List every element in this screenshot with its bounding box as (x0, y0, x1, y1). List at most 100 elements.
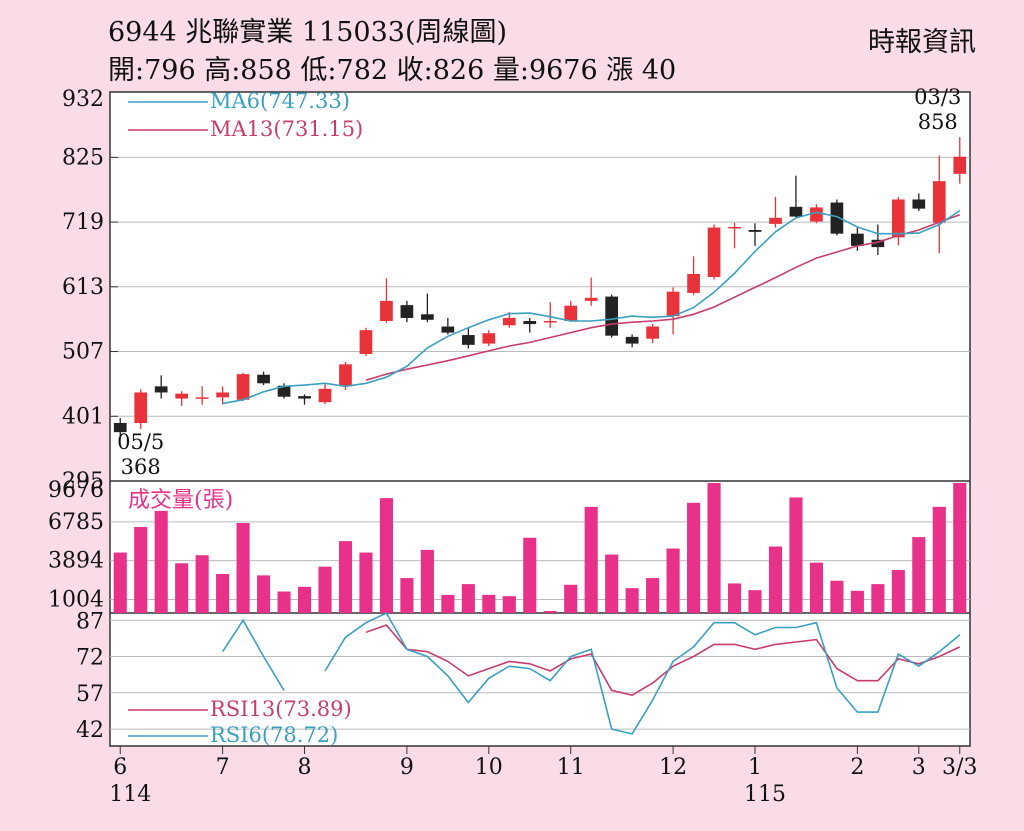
price-tick-label: 932 (62, 87, 104, 112)
candle-body (113, 422, 127, 433)
candle-body (441, 326, 455, 333)
candle-body (748, 230, 762, 232)
candle-body (339, 364, 352, 387)
volume-bar (502, 596, 516, 613)
candle-body (871, 239, 885, 248)
candle-body (154, 386, 168, 393)
candle-body (482, 333, 496, 344)
volume-tick-label: 3894 (48, 549, 104, 574)
volume-bar (748, 590, 762, 613)
volume-tick-label: 6785 (48, 510, 104, 535)
candle-body (134, 392, 148, 423)
candle-body (298, 396, 311, 399)
legend-label: RSI6(78.72) (210, 723, 338, 747)
volume-bar (113, 552, 127, 613)
volume-bar (400, 578, 414, 613)
volume-bar (707, 483, 721, 613)
volume-bar (871, 584, 885, 613)
x-tick-label: 3/3 (942, 755, 977, 780)
volume-bar (768, 546, 783, 613)
candle-body (421, 314, 434, 320)
volume-bar (195, 555, 209, 613)
candle-body (257, 374, 270, 384)
candle-body (216, 392, 229, 398)
candle-body (851, 233, 864, 246)
legend-label: RSI13(73.89) (210, 697, 352, 721)
volume-bar (216, 574, 230, 613)
rsi-line (221, 611, 961, 735)
ma6-line (222, 209, 961, 405)
legend-label: MA13(731.15) (210, 117, 363, 141)
candle-body (502, 317, 516, 326)
x-tick-label: 8 (298, 755, 312, 780)
x-tick-label: 9 (400, 755, 414, 780)
x-tick-label: 1 (748, 755, 762, 780)
volume-bar (297, 586, 312, 613)
high-value-label: 858 (918, 110, 958, 134)
volume-bar (809, 562, 823, 613)
chart-frame (109, 91, 971, 747)
volume-bar (687, 502, 701, 613)
volume-bar (830, 580, 844, 613)
x-year-label: 115 (744, 782, 786, 807)
volume-bar (379, 498, 393, 613)
rsi-tick-label: 42 (76, 718, 104, 743)
x-tick-label: 6 (113, 755, 127, 780)
high-date-label: 03/3 (914, 85, 961, 109)
candle-body (236, 374, 250, 400)
volume-bar (584, 506, 598, 613)
volume-bar (523, 537, 537, 613)
rsi-tick-label: 87 (76, 609, 104, 634)
x-tick-label: 2 (850, 755, 864, 780)
candle-body (789, 206, 803, 217)
volume-bar (277, 591, 291, 613)
candle-body (666, 291, 680, 317)
volume-tick-label: 9676 (48, 478, 104, 503)
candle-body (195, 397, 209, 399)
candle-body (318, 388, 332, 403)
candle-body (932, 181, 946, 223)
price-tick-label: 507 (62, 340, 104, 365)
chart-title: 6944 兆聯實業 115033(周線圖) (108, 17, 508, 48)
candle-body (584, 297, 598, 301)
candle-body (605, 296, 619, 336)
candle-body (543, 321, 557, 323)
volume-bar (359, 552, 373, 613)
volume-bar (482, 594, 496, 613)
candle-body (400, 305, 414, 318)
legend-label: MA6(747.33) (210, 89, 350, 113)
volume-bar (625, 588, 639, 613)
candle-body (769, 217, 782, 224)
price-tick-label: 825 (62, 145, 104, 170)
candle-body (277, 385, 291, 397)
x-year-label: 114 (109, 782, 151, 807)
candle-body (359, 330, 373, 354)
candle-body (564, 305, 578, 322)
candle-body (175, 393, 189, 399)
volume-bar (727, 583, 742, 613)
volume-bar (338, 541, 353, 613)
volume-title: 成交量(張) (128, 488, 233, 513)
price-tick-label: 295 (62, 469, 104, 494)
candle-body (830, 202, 844, 234)
volume-bar (646, 578, 660, 613)
candle-body (523, 321, 537, 325)
low-value-label: 368 (121, 455, 161, 479)
price-tick-label: 613 (62, 275, 104, 300)
candle-body (380, 300, 393, 322)
rsi-tick-label: 72 (76, 646, 104, 671)
source-label: 時報資訊 (868, 27, 976, 58)
candle-body (912, 199, 926, 209)
x-tick-label: 7 (216, 755, 230, 780)
x-tick-label: 3 (912, 755, 926, 780)
volume-bar (420, 549, 434, 613)
volume-bar (789, 497, 803, 613)
x-tick-label: 10 (475, 755, 503, 780)
x-tick-label: 11 (557, 755, 585, 780)
low-date-label: 05/5 (117, 430, 164, 454)
candle-body (953, 156, 967, 174)
volume-bar (605, 554, 619, 613)
volume-bar (257, 575, 271, 613)
volume-bar (564, 584, 578, 613)
volume-bar (666, 548, 680, 613)
